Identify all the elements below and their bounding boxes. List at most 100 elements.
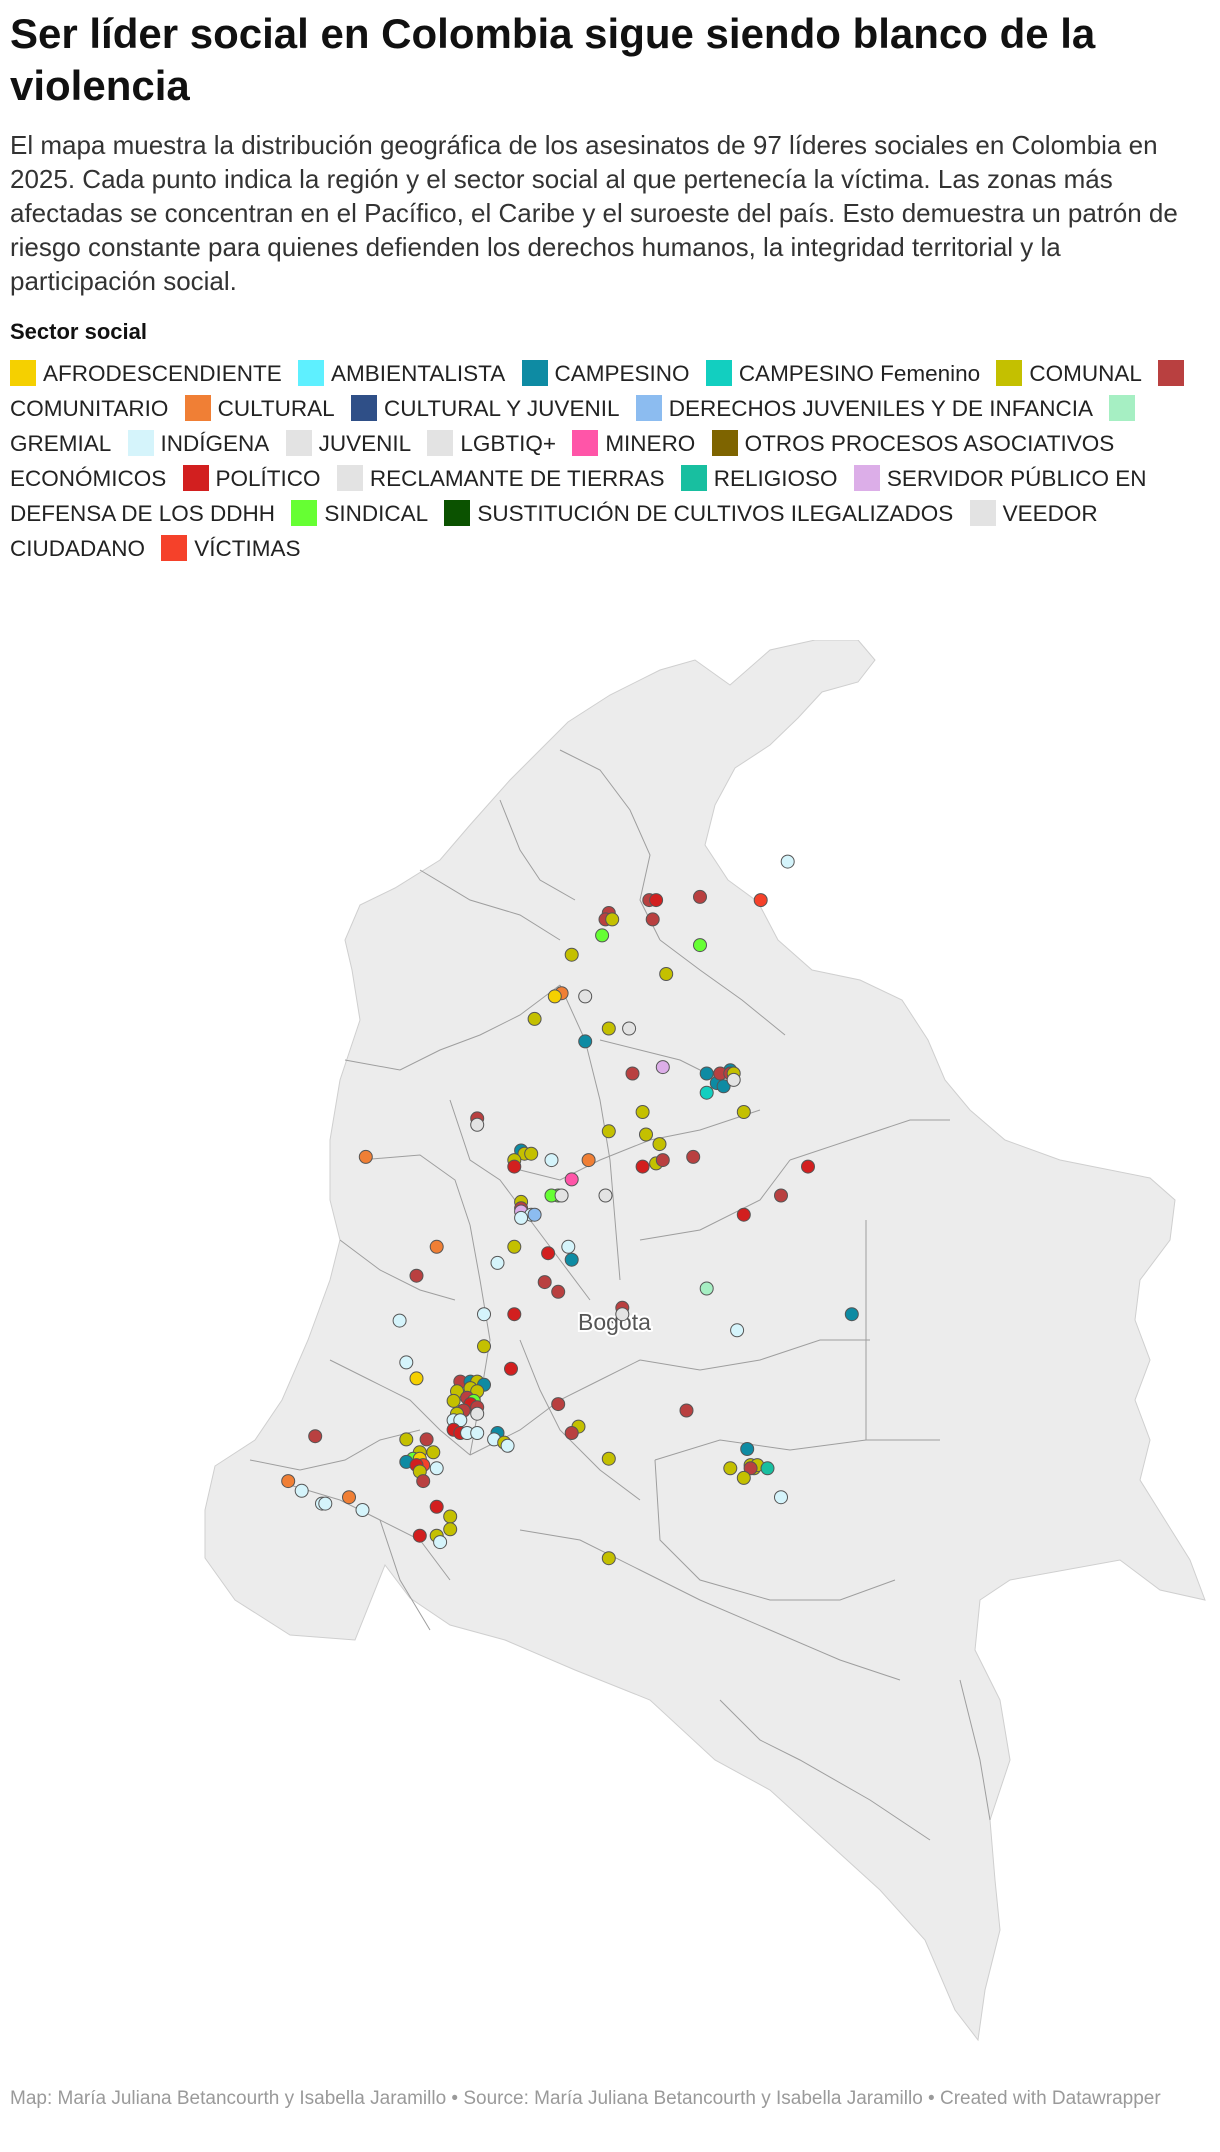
victim-point[interactable]: POLÍTICO [801,1159,815,1174]
victim-point[interactable]: INDÍGENA [318,1496,333,1511]
victim-point[interactable]: COMUNAL [524,1146,539,1161]
victim-point[interactable]: COMUNITARIO [693,889,707,904]
victim-point[interactable]: INDÍGENA [514,1210,529,1225]
victim-point[interactable]: INDÍGENA [477,1307,491,1322]
victim-point[interactable]: COMUNITARIO [645,912,660,927]
victim-point[interactable]: CAMPESINO Femenino [699,1085,714,1100]
victim-point[interactable]: POLÍTICO [736,1207,751,1222]
victim-point[interactable]: CAMPESINO [716,1079,731,1094]
victim-point[interactable]: COMUNITARIO [655,1153,670,1168]
victim-point[interactable]: COMUNITARIO [409,1268,424,1283]
victim-point[interactable]: COMUNITARIO [686,1149,701,1164]
victim-point[interactable]: COMUNAL [601,1551,616,1566]
legend-item: POLÍTICO [182,465,321,491]
victim-point[interactable]: INDÍGENA [780,854,795,869]
victim-point[interactable]: INDÍGENA [500,1438,515,1453]
victim-point[interactable]: VÍCTIMAS [753,893,768,908]
victim-point[interactable]: COMUNAL [426,1445,441,1460]
victim-point[interactable]: COMUNAL [443,1509,458,1524]
victim-point[interactable]: AFRODESCENDIENTE [409,1371,424,1386]
legend-swatch [336,465,363,491]
victim-point[interactable]: INDÍGENA [561,1239,576,1254]
victim-point[interactable]: POLÍTICO [507,1159,522,1174]
victim-point[interactable]: COMUNAL [605,912,620,927]
victim-point[interactable]: LGBTIQ+ [622,1021,637,1036]
victim-point[interactable]: SERVIDOR PÚBLICO EN DEFENSA DE LOS DDHH [655,1060,670,1075]
victim-point[interactable]: COMUNAL [635,1105,650,1119]
victim-point[interactable]: INDÍGENA [544,1153,559,1168]
victim-point[interactable]: INDÍGENA [355,1503,370,1517]
victim-point[interactable]: INDÍGENA [490,1255,505,1270]
victim-point[interactable]: JUVENIL [470,1117,485,1132]
victim-point[interactable]: COMUNAL [736,1470,751,1485]
department-border [519,1339,641,1501]
victim-point[interactable]: COMUNITARIO [308,1429,323,1444]
victim-point[interactable]: COMUNAL [507,1239,522,1254]
victim-point[interactable]: COMUNAL [601,1451,616,1466]
victim-point[interactable]: JUVENIL [470,1406,485,1421]
victim-point[interactable]: COMUNAL [736,1105,751,1119]
victim-point[interactable]: COMUNAL [564,947,579,962]
victim-point[interactable]: COMUNITARIO [551,1397,566,1412]
victim-point[interactable]: COMUNITARIO [537,1275,552,1290]
victim-point[interactable]: INDÍGENA [399,1355,414,1370]
victim-point[interactable]: POLÍTICO [504,1361,518,1376]
victim-point[interactable]: JUVENIL [598,1188,613,1203]
victim-point[interactable]: COMUNITARIO [416,1474,431,1489]
victim-point[interactable]: AFRODESCENDIENTE [547,989,562,1004]
victim-point[interactable]: MINERO [564,1172,579,1187]
victim-point[interactable]: COMUNAL [446,1393,461,1408]
victim-point[interactable]: COMUNAL [477,1339,491,1354]
victim-point[interactable]: GREMIAL [699,1281,714,1296]
victim-point[interactable]: COMUNAL [527,1011,542,1026]
victim-point[interactable]: COMUNAL [723,1461,738,1476]
victim-point[interactable]: COMUNAL [443,1522,458,1537]
victim-point[interactable]: POLÍTICO [635,1159,650,1174]
victim-point[interactable]: JUVENIL [554,1188,569,1203]
victim-point[interactable]: COMUNITARIO [625,1066,640,1081]
victim-point[interactable]: CULTURAL [358,1149,373,1164]
victim-point[interactable]: COMUNAL [652,1137,667,1152]
victim-point[interactable]: INDÍGENA [429,1461,444,1476]
victim-point[interactable]: INDÍGENA [392,1313,407,1328]
victim-point[interactable]: POLÍTICO [412,1528,427,1543]
victim-point[interactable]: JUVENIL [578,989,593,1004]
victim-point[interactable]: INDÍGENA [470,1426,485,1440]
victim-point[interactable]: COMUNAL [639,1127,653,1142]
victim-point[interactable]: COMUNITARIO [679,1403,694,1418]
victim-point[interactable]: COMUNAL [601,1124,616,1139]
victim-point[interactable]: COMUNITARIO [551,1284,566,1299]
victim-point[interactable]: COMUNITARIO [564,1426,579,1440]
victim-point[interactable]: COMUNITARIO [419,1432,434,1447]
victim-point[interactable]: CULTURAL [581,1153,596,1168]
victim-point[interactable]: INDÍGENA [433,1535,448,1550]
victim-point[interactable]: CAMPESINO [699,1066,714,1081]
victim-point[interactable]: CAMPESINO [844,1307,859,1322]
victim-point[interactable]: POLÍTICO [541,1246,556,1261]
victim-point[interactable]: CULTURAL [342,1490,356,1505]
victim-point[interactable]: COMUNITARIO [774,1188,788,1203]
victim-point[interactable]: COMUNITARIO [743,1461,758,1476]
victim-point[interactable]: CAMPESINO [740,1442,755,1456]
victim-point[interactable]: COMUNAL [601,1021,616,1036]
victim-point[interactable]: INDÍGENA [294,1483,309,1498]
victim-point[interactable]: CULTURAL [429,1239,444,1254]
legend-label: VÍCTIMAS [194,536,301,561]
victim-point[interactable]: JUVENIL [726,1072,741,1087]
victim-point[interactable]: SINDICAL [595,928,610,943]
department-border [639,1339,870,1371]
victim-point[interactable]: JUVENIL [615,1307,630,1322]
victim-point[interactable]: COMUNAL [399,1432,414,1447]
victim-point[interactable]: RELIGIOSO [760,1461,775,1476]
victim-point[interactable]: POLÍTICO [649,893,664,908]
victim-point[interactable]: DERECHOS JUVENILES Y DE INFANCIA [527,1207,542,1222]
victim-point[interactable]: CAMPESINO [578,1034,593,1049]
victim-point[interactable]: INDÍGENA [730,1323,745,1338]
victim-point[interactable]: CULTURAL [281,1474,296,1489]
victim-point[interactable]: CAMPESINO [564,1252,579,1267]
victim-point[interactable]: INDÍGENA [774,1490,788,1505]
victim-point[interactable]: SINDICAL [693,938,707,953]
victim-point[interactable]: POLÍTICO [507,1307,522,1322]
victim-point[interactable]: POLÍTICO [429,1499,444,1514]
victim-point[interactable]: COMUNAL [659,967,674,981]
